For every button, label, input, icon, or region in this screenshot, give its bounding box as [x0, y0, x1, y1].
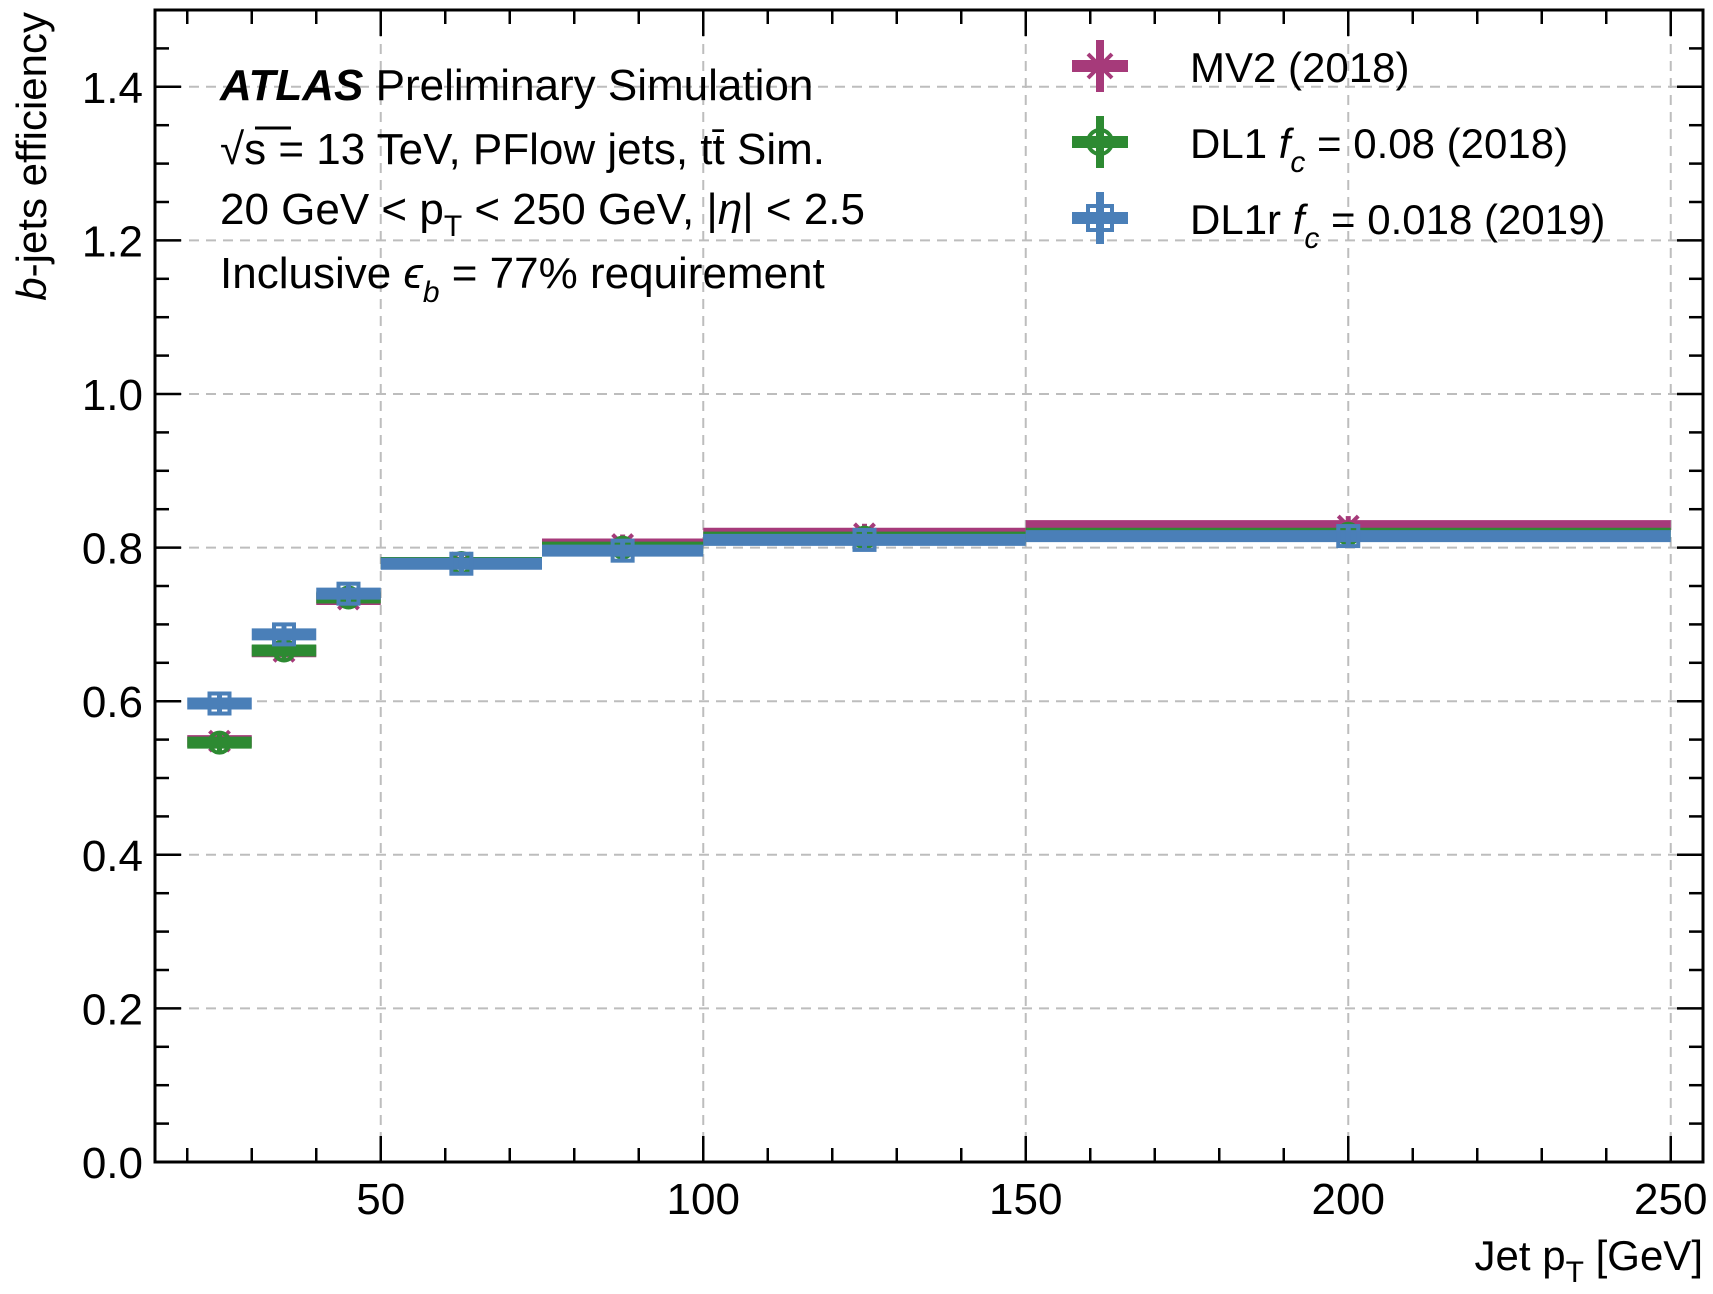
y-tick-label: 0.2	[82, 985, 143, 1034]
x-tick-label: 100	[667, 1175, 740, 1224]
legend: MV2 (2018) DL1 fc = 0.08 (2018) DL1r fc …	[1072, 40, 1605, 255]
y-tick-label: 1.2	[82, 217, 143, 266]
square-marker	[336, 581, 361, 606]
legend-label-dl1r: DL1r fc = 0.018 (2019)	[1190, 196, 1605, 255]
square-marker	[1086, 204, 1114, 232]
y-tick-label: 0.4	[82, 832, 143, 881]
y-tick-label: 1.0	[82, 371, 143, 420]
square-marker	[610, 538, 635, 563]
y-tick-label: 1.4	[82, 64, 143, 113]
plot-frame	[153, 8, 1705, 1164]
x-tick-label: 50	[356, 1175, 405, 1224]
circle-marker	[1086, 128, 1114, 156]
atlas-label: ATLAS Preliminary Simulation	[219, 61, 813, 110]
y-tick-label: 0.6	[82, 678, 143, 727]
circle-marker	[207, 730, 232, 755]
annotation-block: ATLAS Preliminary Simulation √s = 13 TeV…	[219, 61, 865, 309]
square-marker	[449, 551, 474, 576]
x-tick-label: 250	[1634, 1175, 1707, 1224]
energy-label: √s = 13 TeV, PFlow jets, tt̄ Sim.	[220, 125, 825, 174]
series-0	[187, 514, 1671, 753]
requirement-label: Inclusive ϵb = 77% requirement	[220, 249, 825, 309]
x-tick-label: 200	[1312, 1175, 1385, 1224]
x-tick-label: 150	[989, 1175, 1062, 1224]
square-marker	[272, 622, 296, 647]
square-marker	[852, 527, 877, 552]
axis-ticks	[155, 8, 1703, 1164]
legend-marker-0	[1072, 40, 1128, 92]
grid-lines	[155, 10, 1703, 1163]
legend-markers	[1072, 40, 1128, 244]
legend-label-mv2: MV2 (2018)	[1190, 44, 1409, 91]
tick-labels: 50 100 150 200 250 0.0 0.2 0.4 0.6 0.8 1.0 1.2 1.4	[82, 64, 1708, 1224]
x-marker	[1086, 52, 1114, 80]
square-marker	[1336, 524, 1361, 549]
pt-range-label: 20 GeV < pT < 250 GeV, |η| < 2.5	[220, 185, 865, 243]
series-layer	[187, 514, 1671, 755]
square-marker	[207, 691, 232, 716]
legend-marker-1	[1072, 116, 1128, 168]
series-2	[187, 524, 1671, 716]
y-tick-label: 0.8	[82, 525, 143, 574]
legend-marker-2	[1072, 192, 1128, 244]
y-tick-label: 0.0	[82, 1139, 143, 1188]
legend-label-dl1: DL1 fc = 0.08 (2018)	[1190, 120, 1568, 179]
y-axis-title: b-jets efficiency	[8, 12, 55, 301]
x-axis-title: Jet pT [GeV]	[1475, 1232, 1703, 1289]
